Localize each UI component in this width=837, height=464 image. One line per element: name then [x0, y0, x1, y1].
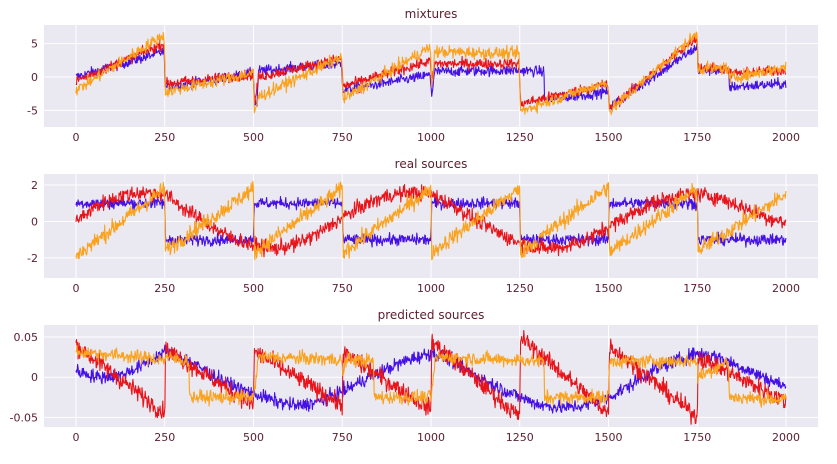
predicted-sources-tick-labels: 0 250 500 750 1000 1250 1500 1750 2000 -0.05 0 0.05: [10, 331, 801, 444]
x-tick-label: 500: [243, 431, 264, 444]
x-tick-label: 1000: [417, 282, 445, 295]
y-tick-label: 2: [31, 179, 38, 192]
x-tick-label: 1750: [683, 282, 711, 295]
y-tick-label: -2: [27, 252, 38, 265]
y-tick-label: 0.05: [14, 331, 39, 344]
real-sources-series-lines: [75, 180, 787, 261]
x-tick-label: 1000: [417, 431, 445, 444]
mixtures-series-lines: [75, 31, 787, 116]
x-tick-label: 250: [154, 282, 175, 295]
x-tick-label: 2000: [772, 282, 800, 295]
x-tick-label: 500: [243, 131, 264, 144]
mixtures-tick-labels: 0 250 500 750 1000 1250 1500 1750 2000 -5 0 5: [27, 38, 800, 144]
x-tick-label: 0: [72, 131, 79, 144]
series-line: [75, 180, 787, 261]
x-tick-label: 1500: [595, 431, 623, 444]
y-tick-label: 0: [31, 371, 38, 384]
panel-real-sources: 0 250 500 750 1000 1250 1500 1750 2000 -2 0 2 real …: [27, 157, 818, 295]
y-tick-label: 0: [31, 215, 38, 228]
x-tick-label: 1500: [595, 131, 623, 144]
panel-predicted-sources: 0 250 500 750 1000 1250 1500 1750 2000 -0.05 0 0.05…: [10, 308, 818, 444]
x-tick-label: 1250: [506, 131, 534, 144]
predicted-sources-title: predicted sources: [378, 308, 485, 322]
series-line: [75, 344, 787, 414]
x-tick-label: 1500: [595, 282, 623, 295]
series-line: [75, 344, 787, 408]
x-tick-label: 1750: [683, 431, 711, 444]
x-tick-label: 2000: [772, 131, 800, 144]
x-tick-label: 750: [332, 431, 353, 444]
series-line: [75, 31, 787, 116]
x-tick-label: 0: [72, 282, 79, 295]
x-tick-label: 250: [154, 131, 175, 144]
series-line: [75, 195, 787, 248]
x-tick-label: 0: [72, 431, 79, 444]
x-tick-label: 1750: [683, 131, 711, 144]
real-sources-title: real sources: [395, 157, 468, 171]
x-tick-label: 1000: [417, 131, 445, 144]
x-tick-label: 500: [243, 282, 264, 295]
x-tick-label: 750: [332, 282, 353, 295]
x-tick-label: 1250: [506, 431, 534, 444]
panel-mixtures: 0 250 500 750 1000 1250 1500 1750 2000 -5 0 5 mixtu…: [27, 7, 818, 144]
real-sources-tick-labels: 0 250 500 750 1000 1250 1500 1750 2000 -2 0 2: [27, 179, 800, 295]
y-tick-label: 5: [31, 38, 38, 51]
x-tick-label: 1250: [506, 282, 534, 295]
y-tick-label: 0: [31, 71, 38, 84]
mixtures-title: mixtures: [405, 7, 458, 21]
x-tick-label: 2000: [772, 431, 800, 444]
y-tick-label: -0.05: [10, 411, 38, 424]
x-tick-label: 250: [154, 431, 175, 444]
x-tick-label: 750: [332, 131, 353, 144]
predicted-sources-series-lines: [75, 330, 787, 425]
y-tick-label: -5: [27, 104, 38, 117]
